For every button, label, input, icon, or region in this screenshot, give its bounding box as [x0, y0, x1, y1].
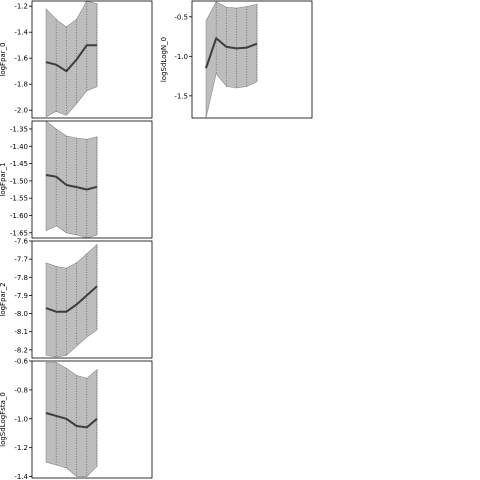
y-tick-label: -8.2: [14, 346, 28, 354]
axes-frame: [31, 240, 153, 359]
y-tick-label: -1.0: [174, 53, 188, 61]
y-axis-label: logFpar_2: [0, 282, 7, 316]
y-axis-label: logSdLogN_0: [160, 37, 168, 82]
y-tick-label: -1.55: [10, 195, 28, 203]
y-tick-label: -7.7: [14, 256, 28, 264]
panel-3: -7.6 -7.7 -7.8 -7.9 -8.0 -8.1 -8.2 logFpar_2: [0, 238, 153, 359]
y-tick-label: -1.5: [174, 92, 188, 100]
panel-5: -0.5 -1.0 -1.5 logSdLogN_0: [160, 0, 313, 119]
y-axis-label: logSdLogFsta_0: [0, 392, 7, 447]
y-tick-label: -1.35: [10, 125, 28, 133]
y-axis-label: logFpar_1: [0, 162, 7, 196]
y-tick-label: -1.4: [14, 473, 28, 480]
y-tick-label: -2.0: [14, 107, 28, 115]
y-tick-label: -7.9: [14, 292, 28, 300]
y-tick-label: -0.6: [14, 358, 28, 366]
y-tick-label: -1.6: [14, 55, 28, 63]
y-tick-label: -7.8: [14, 274, 28, 282]
y-tick-label: -1.4: [14, 29, 28, 37]
confidence-band: [45, 243, 98, 358]
panel-4: -0.6 -0.8 -1.0 -1.2 -1.4 logSdLogFsta_0: [0, 358, 153, 480]
mean-line: [45, 285, 98, 313]
mean-line: [45, 174, 98, 191]
confidence-band: [45, 0, 98, 118]
y-tick-label: -1.40: [10, 143, 28, 151]
y-tick-label: -1.60: [10, 212, 28, 220]
axes-frame: [31, 120, 153, 239]
y-tick-label: -0.8: [14, 386, 28, 394]
y-tick-label: -7.6: [14, 238, 28, 246]
y-tick-label: -1.8: [14, 81, 28, 89]
y-tick-label: -1.2: [14, 444, 28, 452]
y-tick-label: -1.0: [14, 415, 28, 423]
axes-frame: [31, 360, 153, 479]
y-tick-label: -1.65: [10, 229, 28, 237]
mean-line: [205, 37, 258, 69]
y-axis-label: logFpar_0: [0, 42, 7, 76]
confidence-band: [45, 120, 98, 239]
confidence-band: [205, 1, 258, 119]
confidence-band: [45, 362, 98, 477]
axes-frame: [31, 0, 153, 119]
mean-line: [45, 44, 97, 73]
y-tick-label: -1.50: [10, 177, 28, 185]
mean-line: [45, 412, 98, 429]
y-tick-label: -8.1: [14, 328, 28, 336]
panel-1: -1.2 -1.4 -1.6 -1.8 -2.0 logFpar_0: [0, 0, 153, 119]
y-tick-label: -8.0: [14, 310, 28, 318]
y-tick-label: -1.2: [14, 3, 28, 11]
y-tick-label: -0.5: [174, 13, 188, 21]
panel-2: -1.35 -1.40 -1.45 -1.50 -1.55 -1.60 -1.65 logFp…: [0, 120, 153, 239]
axes-frame: [191, 0, 313, 119]
y-tick-label: -1.45: [10, 160, 28, 168]
